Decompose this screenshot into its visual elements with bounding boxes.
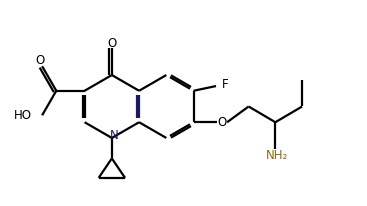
Text: O: O [217, 116, 226, 129]
Text: O: O [107, 37, 116, 50]
Text: HO: HO [14, 109, 32, 122]
Text: F: F [221, 78, 228, 91]
Text: NH₂: NH₂ [266, 149, 288, 163]
Text: N: N [110, 129, 119, 142]
Text: O: O [36, 55, 45, 68]
